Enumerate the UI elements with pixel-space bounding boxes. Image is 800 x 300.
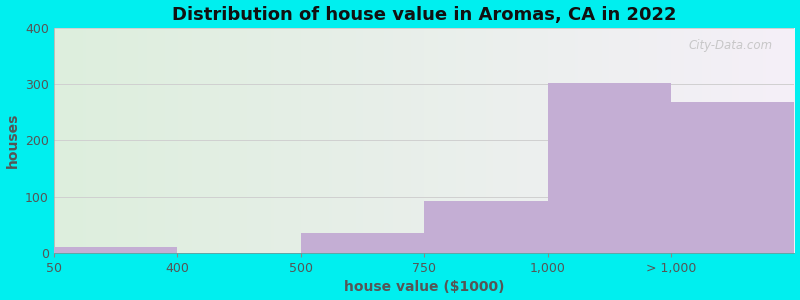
Title: Distribution of house value in Aromas, CA in 2022: Distribution of house value in Aromas, C… — [172, 6, 676, 24]
Bar — [301, 233, 424, 253]
Bar — [54, 247, 178, 253]
Text: City-Data.com: City-Data.com — [688, 39, 772, 52]
X-axis label: house value ($1000): house value ($1000) — [344, 280, 504, 294]
Y-axis label: houses: houses — [6, 113, 19, 168]
Bar — [547, 83, 671, 253]
Bar — [424, 201, 547, 253]
Bar — [671, 102, 794, 253]
